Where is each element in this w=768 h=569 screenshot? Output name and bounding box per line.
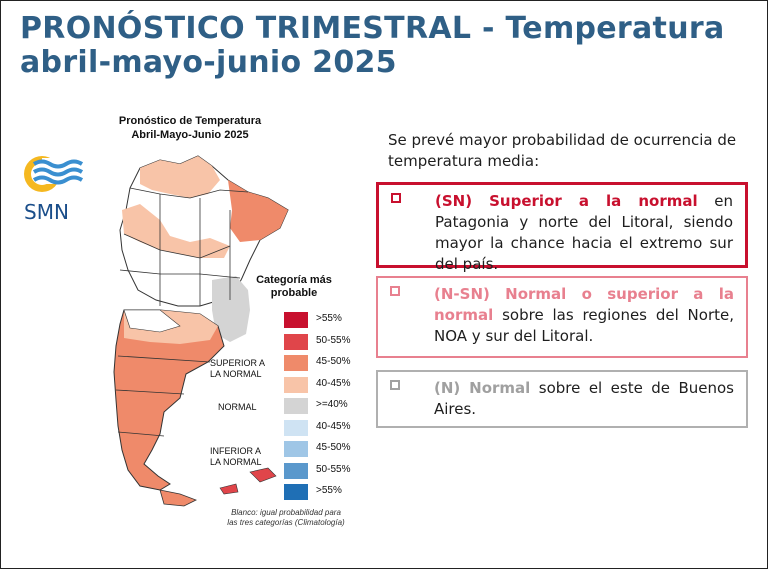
- legend-label: 45-50%: [316, 442, 351, 453]
- forecast-text: (N-SN) Normal o superior a la normal sob…: [434, 284, 734, 347]
- forecast-box-normal: (N) Normal sobre el este de Buenos Aires…: [376, 370, 748, 428]
- map-title-line-1: Pronóstico de Temperatura: [118, 115, 262, 127]
- forecast-rest: sobre las regiones del Norte, NOA y sur …: [434, 306, 734, 345]
- title-line-1: PRONÓSTICO TRIMESTRAL - Temperatura: [20, 11, 725, 46]
- checkbox-icon: [391, 193, 401, 203]
- legend-swatch: [284, 398, 308, 414]
- map-north-warm: [140, 156, 220, 198]
- legend-swatch: [284, 355, 308, 371]
- legend-title-line-1: Categoría más: [256, 274, 332, 286]
- forecast-highlight: (SN) Superior a la normal: [435, 192, 698, 210]
- legend-label: 45-50%: [316, 356, 351, 367]
- category-normal: NORMAL: [218, 402, 257, 412]
- category-superior: SUPERIOR A LA NORMAL: [210, 358, 265, 380]
- map-buenos-aires-normal: [212, 276, 250, 342]
- category-superior-line-1: SUPERIOR A: [210, 358, 266, 368]
- legend-swatch: [284, 484, 308, 500]
- legend-swatch: [284, 312, 308, 328]
- forecast-rest: en Patagonia y norte del Litoral, siendo…: [435, 192, 733, 273]
- map-litoral-warm: [228, 180, 288, 242]
- forecast-highlight: (N-SN) Normal o superior a la normal: [434, 285, 734, 324]
- map-patagonia-central-white: [123, 309, 181, 333]
- footnote-line-2: las tres categorías (Climatología): [227, 518, 345, 527]
- footnote-line-1: Blanco: igual probabilidad para: [231, 508, 341, 517]
- legend-label: 40-45%: [316, 377, 351, 389]
- map-south-georgia: [219, 483, 239, 495]
- legend-label: >55%: [316, 485, 342, 496]
- smn-logo-icon: [24, 156, 84, 192]
- legend-swatch: [284, 419, 308, 436]
- title-line-2: abril-mayo-junio 2025: [20, 45, 397, 80]
- page-title: PRONÓSTICO TRIMESTRAL - Temperatura abri…: [20, 12, 725, 80]
- legend-swatch: [284, 333, 308, 350]
- map-noa-warm: [122, 204, 230, 258]
- legend-label: >55%: [316, 313, 342, 324]
- legend-label: >=40%: [316, 399, 348, 410]
- argentina-map: [113, 155, 289, 507]
- map-tierra-del-fuego: [159, 489, 197, 507]
- map-region-patagonia: [113, 309, 225, 491]
- legend-title: Categoría más probable: [254, 274, 334, 300]
- legend-label: 50-55%: [316, 334, 351, 346]
- map-malvinas: [249, 467, 277, 483]
- map-title-line-2: Abril-Mayo-Junio 2025: [131, 129, 249, 141]
- checkbox-icon: [390, 286, 400, 296]
- legend-label: 40-45%: [316, 420, 351, 432]
- legend-title-line-2: probable: [270, 287, 318, 299]
- legend-swatch: [284, 441, 308, 457]
- legend-label: 50-55%: [316, 463, 351, 475]
- category-inferior: INFERIOR A LA NORMAL: [210, 446, 262, 468]
- map-province-borders: [119, 187, 249, 306]
- category-inferior-line-2: LA NORMAL: [210, 457, 262, 467]
- map-patagonia-borders: [115, 355, 211, 437]
- map-title: Pronóstico de Temperatura Abril-Mayo-Jun…: [100, 114, 280, 142]
- checkbox-icon: [390, 380, 400, 390]
- category-superior-line-2: LA NORMAL: [210, 369, 262, 379]
- logo-text: SMN: [24, 200, 69, 224]
- forecast-box-superior: (SN) Superior a la normal en Patagonia y…: [376, 182, 748, 273]
- map-footnote: Blanco: igual probabilidad para las tres…: [206, 508, 366, 528]
- forecast-text: (N) Normal sobre el este de Buenos Aires…: [434, 378, 734, 420]
- legend-swatch: [284, 376, 308, 393]
- category-inferior-line-1: INFERIOR A: [210, 446, 262, 456]
- intro-text: Se prevé mayor probabilidad de ocurrenci…: [388, 131, 737, 170]
- forecast-box-normal-superior: (N-SN) Normal o superior a la normal sob…: [376, 276, 748, 358]
- legend-swatch: [284, 462, 308, 479]
- forecast-highlight: (N) Normal: [434, 379, 531, 397]
- forecast-text: (SN) Superior a la normal en Patagonia y…: [435, 191, 733, 275]
- forecast-rest: sobre el este de Buenos Aires.: [434, 379, 734, 418]
